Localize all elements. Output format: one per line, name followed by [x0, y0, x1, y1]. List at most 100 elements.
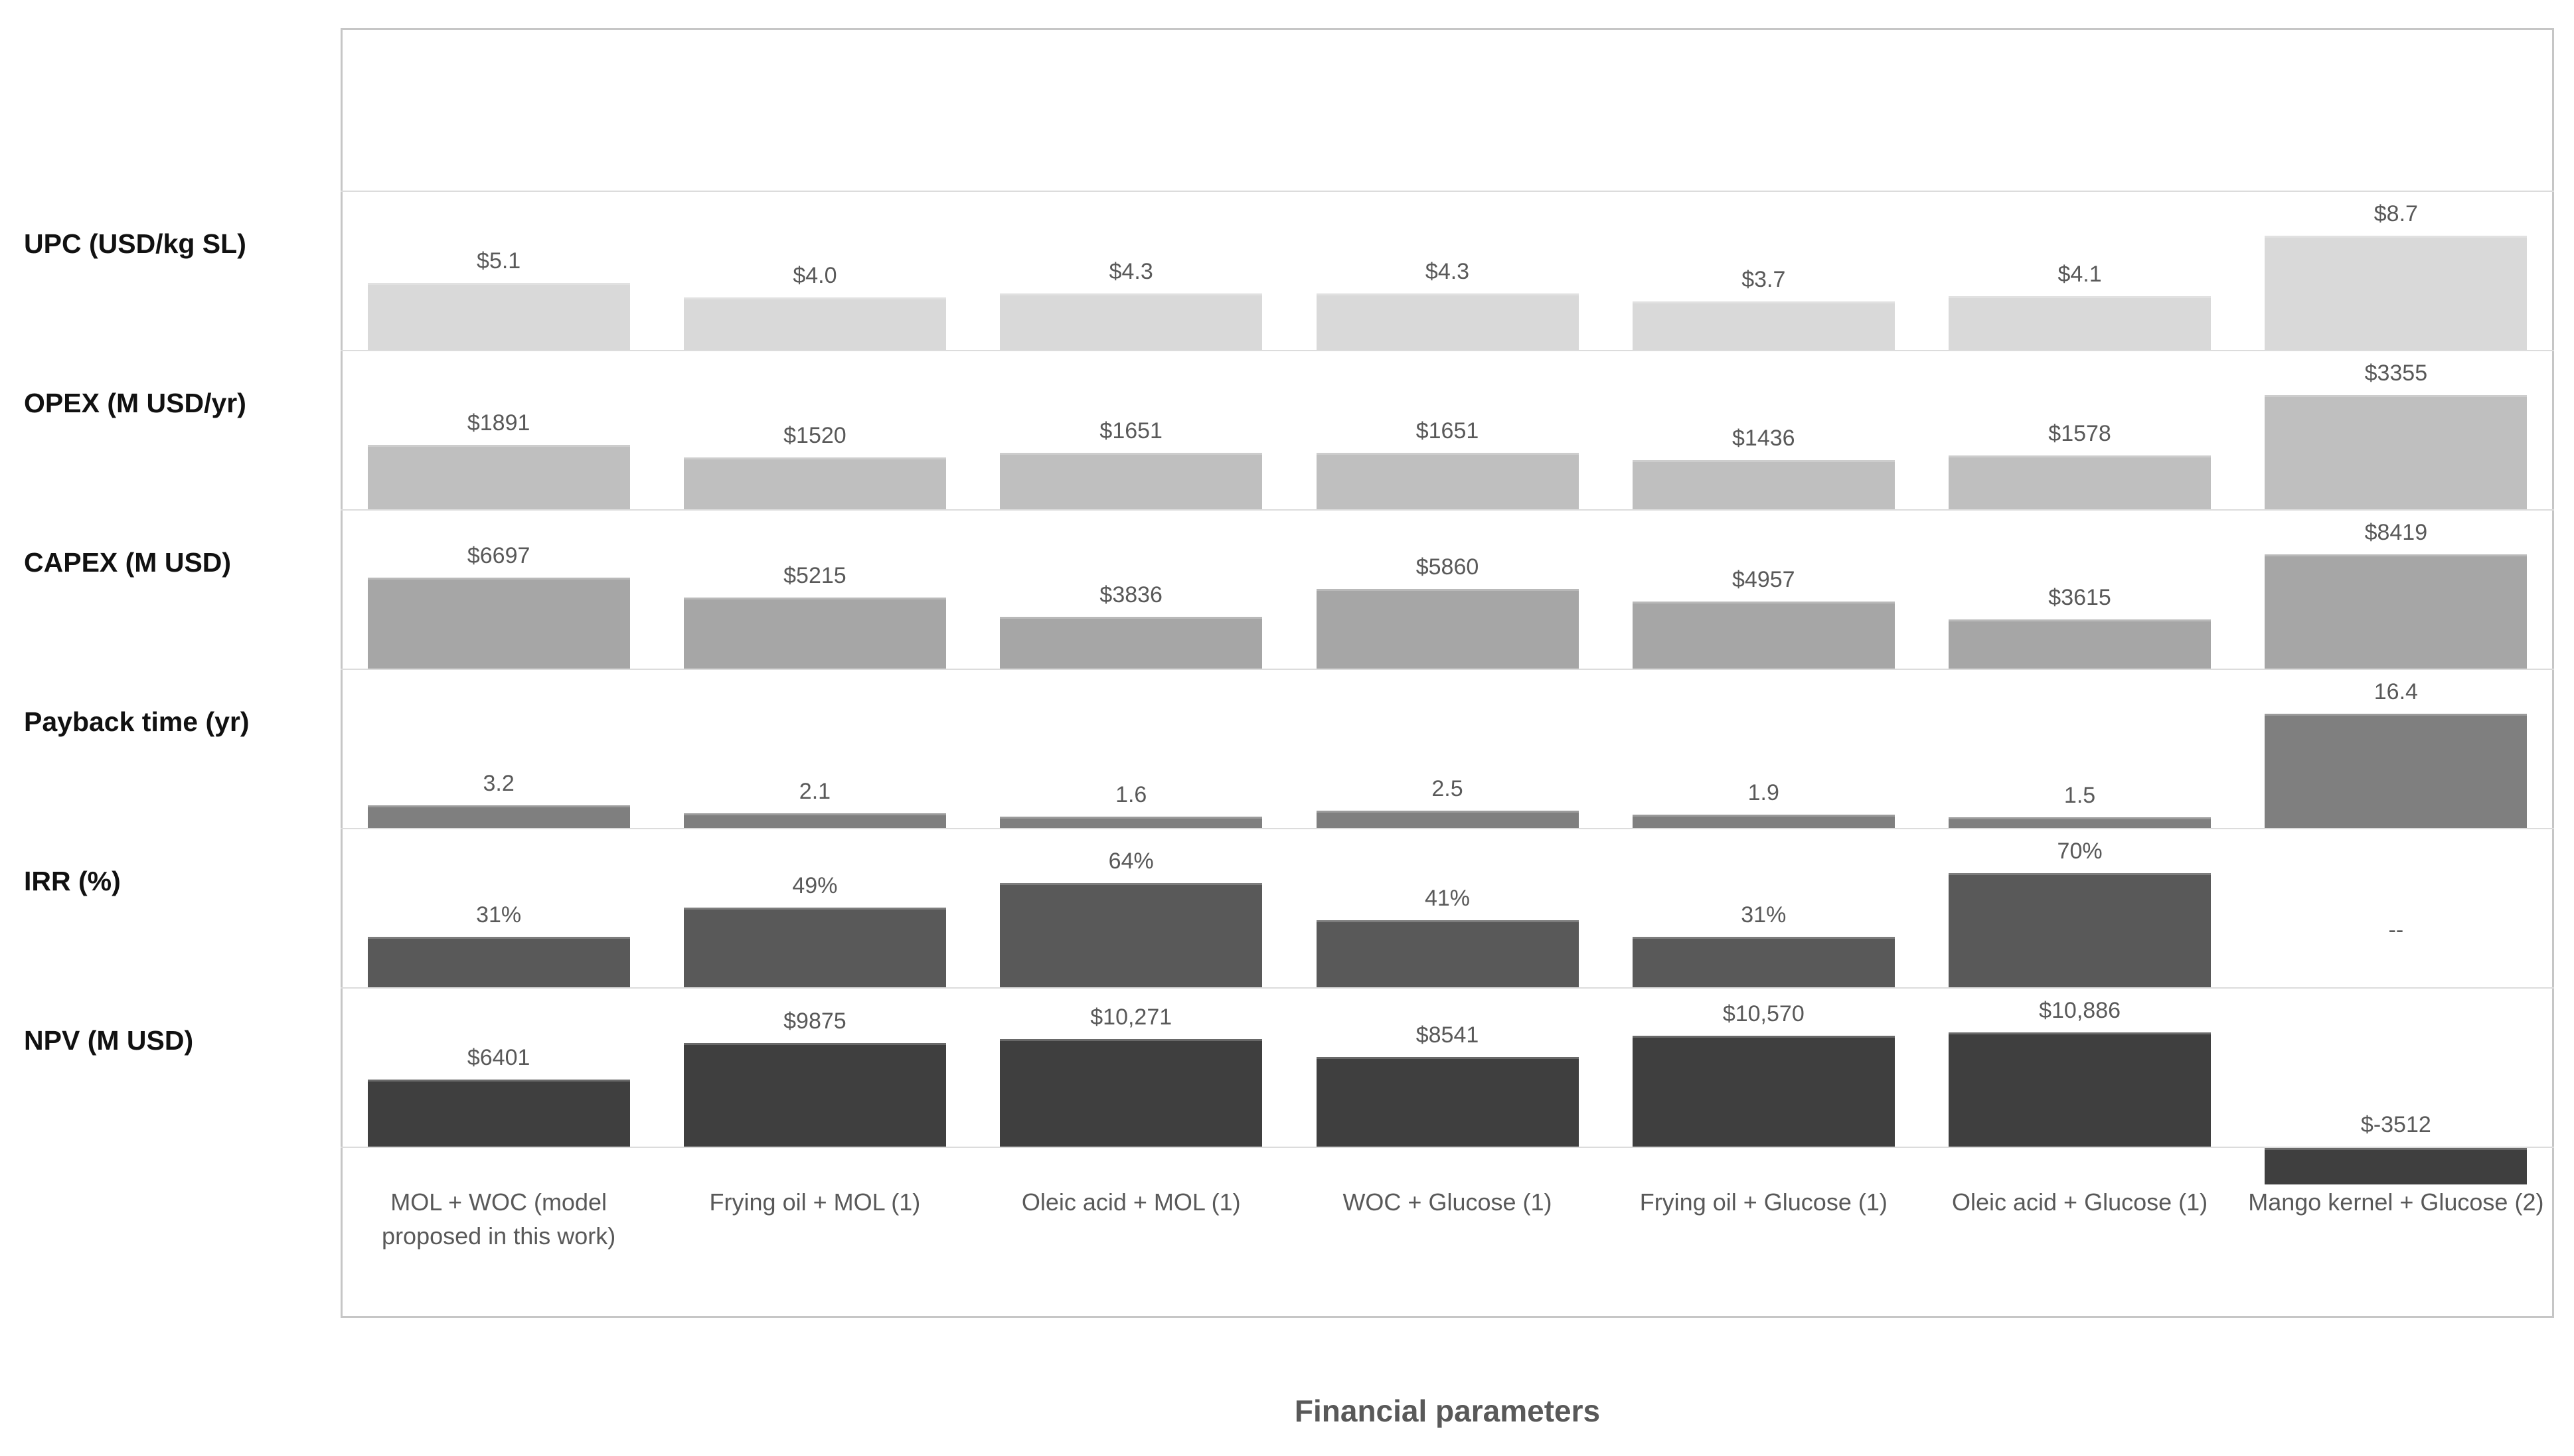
bar	[1949, 619, 2212, 669]
bar	[683, 1042, 946, 1147]
bar-value-label: 31%	[476, 902, 522, 928]
bar-value-label: $3355	[2364, 361, 2428, 386]
bar	[2265, 395, 2528, 509]
x-axis-title: Financial parameters	[1294, 1394, 1601, 1428]
bar	[1949, 1032, 2212, 1147]
bar	[683, 457, 946, 509]
bar-value-label: 64%	[1108, 848, 1154, 874]
bar-value-label: $6697	[467, 543, 530, 569]
row-label-4: Payback time (yr)	[24, 706, 250, 737]
bar	[367, 805, 630, 828]
bar	[1632, 601, 1895, 669]
bar-value-label: 70%	[2057, 839, 2103, 864]
bar	[1949, 455, 2212, 509]
bar	[683, 813, 946, 828]
bar	[1000, 616, 1263, 669]
bar	[2265, 554, 2528, 669]
bar-value-label: $10,570	[1722, 1001, 1805, 1026]
bar-value-label: $1578	[2048, 421, 2111, 447]
bar-value-label: $8419	[2364, 520, 2428, 545]
row-separator	[341, 987, 2554, 989]
bar	[367, 445, 630, 509]
bar-value-label: $8.7	[2373, 201, 2418, 226]
category-label: Mango kernel + Glucose (2)	[2248, 1188, 2544, 1216]
bar	[1000, 293, 1263, 350]
bar	[683, 297, 946, 350]
bar	[1316, 293, 1579, 350]
bar-value-label: $4957	[1732, 566, 1795, 592]
bar	[2265, 236, 2528, 350]
bar	[1000, 882, 1263, 987]
bar-value-label: $1651	[1415, 418, 1479, 444]
bar-value-label: 3.2	[483, 771, 515, 797]
bar	[367, 578, 630, 669]
row-separator	[341, 828, 2554, 829]
category-label: Oleic acid + Glucose (1)	[1951, 1188, 2208, 1216]
bar-value-label: 16.4	[2373, 679, 2418, 704]
bar-value-label: 41%	[1424, 886, 1471, 912]
bar-value-label: $5860	[1415, 554, 1479, 580]
category-label: Frying oil + Glucose (1)	[1639, 1188, 1888, 1216]
category-label: Oleic acid + MOL (1)	[1021, 1188, 1241, 1216]
bar-value-label: $6401	[467, 1044, 530, 1070]
bar-value-label: 2.1	[799, 778, 831, 804]
bar-value-label: $3.7	[1741, 266, 1786, 292]
bar-value-label: 1.6	[1115, 782, 1147, 808]
bar-value-label: $1436	[1732, 426, 1795, 451]
row-label-3: CAPEX (M USD)	[24, 546, 232, 578]
bar-value-label: $3615	[2048, 585, 2111, 611]
bar	[1316, 1057, 1579, 1147]
row-separator	[341, 350, 2554, 351]
bar	[1949, 295, 2212, 350]
bar-value-label: 2.5	[1431, 775, 1463, 801]
bar	[1632, 460, 1895, 509]
bar	[1000, 817, 1263, 828]
bar-value-label: $9875	[783, 1008, 846, 1034]
row-label-5: IRR (%)	[24, 865, 121, 896]
bar	[1000, 1038, 1263, 1147]
bar	[1949, 873, 2212, 987]
row-label-6: NPV (M USD)	[24, 1024, 194, 1056]
category-label: WOC + Glucose (1)	[1342, 1188, 1552, 1216]
bar-value-label: 49%	[792, 872, 838, 898]
row-separator	[341, 509, 2554, 511]
bar	[1000, 453, 1263, 509]
bar-value-label: $5.1	[477, 248, 521, 274]
bar	[683, 598, 946, 669]
bar-value-label: $4.3	[1109, 258, 1153, 284]
bar	[367, 283, 630, 350]
bar	[1632, 936, 1895, 987]
bar-value-label: $1891	[467, 410, 530, 436]
row-separator	[341, 669, 2554, 670]
bar	[2265, 1148, 2528, 1185]
bar	[367, 1079, 630, 1147]
bar-value-label: $5215	[783, 563, 846, 589]
row-separator	[341, 191, 2554, 192]
row-separator	[341, 1147, 2554, 1148]
bar	[2265, 714, 2528, 828]
bar	[1949, 817, 2212, 828]
category-label: MOL + WOC (model proposed in this work)	[382, 1188, 616, 1250]
bar	[683, 907, 946, 987]
bar	[1632, 815, 1895, 828]
bar-value-label: $1651	[1099, 418, 1163, 444]
bar	[1316, 920, 1579, 987]
row-label-2: OPEX (M USD/yr)	[24, 387, 246, 418]
bar-value-label: $10,886	[2039, 998, 2121, 1023]
bar-value-label: $8541	[1415, 1022, 1479, 1048]
bar	[1632, 1035, 1895, 1147]
bar-value-label: $4.1	[2057, 261, 2102, 287]
bar	[367, 936, 630, 987]
bar-value-label: $10,271	[1090, 1004, 1172, 1030]
bar	[1316, 589, 1579, 669]
category-label: Frying oil + MOL (1)	[709, 1188, 921, 1216]
bar-value-label: $4.0	[793, 262, 837, 288]
bar-value-label: 31%	[1741, 902, 1787, 928]
bar-value-label: $3836	[1099, 582, 1163, 607]
bar	[1316, 810, 1579, 828]
no-data-marker: --	[2388, 918, 2404, 943]
bar-value-label: 1.5	[2063, 783, 2096, 809]
row-label-1: UPC (USD/kg SL)	[24, 228, 246, 259]
bar-value-label: 1.9	[1747, 780, 1779, 806]
